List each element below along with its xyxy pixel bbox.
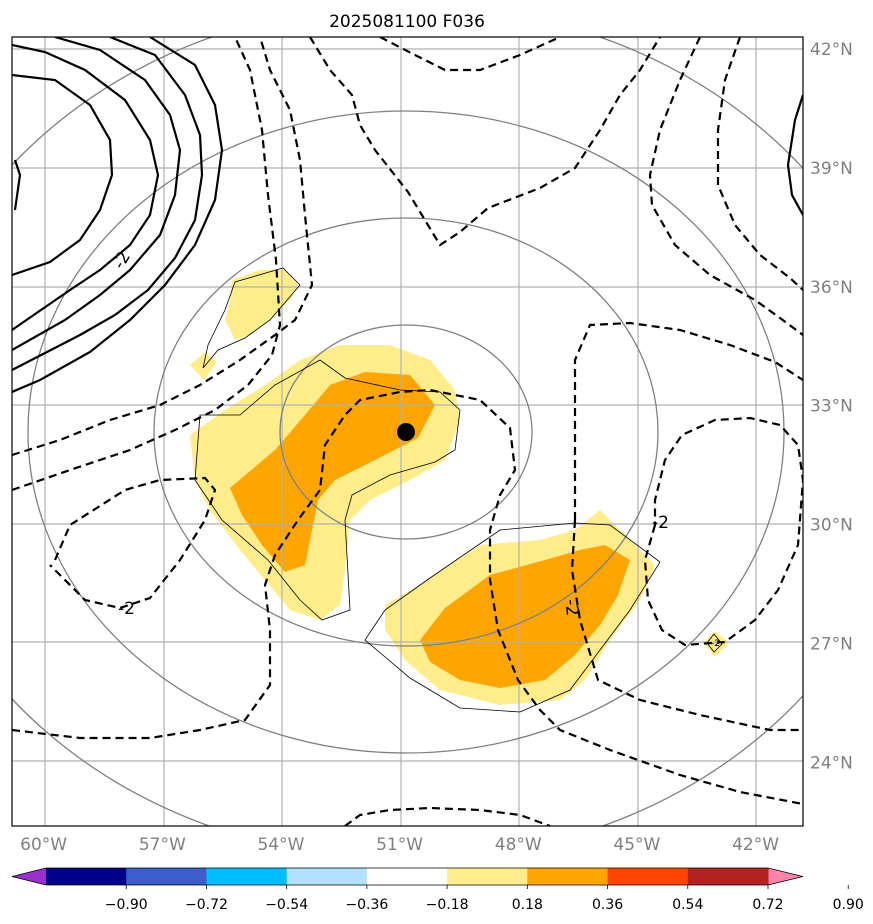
center-marker xyxy=(397,423,415,441)
colorbar-outline xyxy=(11,867,804,886)
dashed-contours xyxy=(12,37,803,826)
x-tick-label: 57°W xyxy=(139,835,186,855)
colorbar-tick-label: −0.36 xyxy=(345,897,388,913)
y-tick-label: 42°N xyxy=(810,40,853,60)
y-tick-label: 36°N xyxy=(810,278,853,298)
colorbar-segment xyxy=(527,868,609,885)
y-tick-label: 27°N xyxy=(810,635,853,655)
shade-low-north xyxy=(225,270,298,340)
y-tick-labels: 42°N 39°N 36°N 33°N 30°N 27°N 24°N xyxy=(810,40,853,774)
thin-contours xyxy=(194,267,723,713)
x-tick-label: 54°W xyxy=(257,835,304,855)
range-rings xyxy=(12,37,803,826)
x-tick-label: 48°W xyxy=(495,835,542,855)
colorbar-tick-label: −0.72 xyxy=(185,897,228,913)
colorbar-segment xyxy=(126,868,207,885)
solid-contours xyxy=(12,37,803,394)
contour-label: -2 xyxy=(561,598,582,617)
x-tick-label: 60°W xyxy=(20,835,67,855)
colorbar-tick-label: −0.90 xyxy=(105,897,148,913)
contour-label: -2 xyxy=(118,599,135,619)
colorbar-tick-label: 0.18 xyxy=(512,897,543,913)
gridlines xyxy=(12,37,803,826)
x-tick-label: 42°W xyxy=(732,835,779,855)
colorbar-tick-label: −0.18 xyxy=(426,897,469,913)
colorbar-extend-low xyxy=(12,868,46,885)
x-tick-labels: 60°W 57°W 54°W 51°W 48°W 45°W 42°W xyxy=(20,835,779,855)
y-tick-label: 33°N xyxy=(810,397,853,417)
colorbar-tick-label: 0.72 xyxy=(752,897,783,913)
shade-mid-east xyxy=(420,545,630,688)
shade-mid-west xyxy=(230,372,435,572)
y-tick-label: 30°N xyxy=(810,516,853,536)
shade-low-tiny xyxy=(703,631,729,657)
plot-area: -2 -2 -2 -2 -2 xyxy=(12,37,803,826)
y-tick-label: 24°N xyxy=(810,754,853,774)
colorbar-segment xyxy=(206,868,288,885)
colorbar-segment xyxy=(366,868,448,885)
colorbar-tick-label: −0.54 xyxy=(265,897,308,913)
plot-frame xyxy=(11,36,804,827)
contour-label: -2 xyxy=(711,639,720,649)
colorbar-segment xyxy=(46,868,127,885)
colorbar-tick-label: 0.36 xyxy=(592,897,623,913)
colorbar: −0.90 −0.72 −0.54 −0.36 −0.18 0.18 0.36 0.54 0.7… xyxy=(11,867,864,913)
colorbar-tick-label: 0.90 xyxy=(833,897,864,913)
colorbar-extend-high xyxy=(768,868,803,885)
colorbar-segment xyxy=(447,868,528,885)
chart-title: 2025081100 F036 xyxy=(329,12,485,32)
y-tick-label: 39°N xyxy=(810,159,853,179)
x-tick-label: 45°W xyxy=(613,835,660,855)
x-tick-label: 51°W xyxy=(376,835,423,855)
contour-label: -2 xyxy=(652,513,669,533)
colorbar-segment xyxy=(286,868,368,885)
colorbar-segment xyxy=(607,868,689,885)
colorbar-tick-label: 0.54 xyxy=(672,897,703,913)
colorbar-segment xyxy=(687,868,769,885)
